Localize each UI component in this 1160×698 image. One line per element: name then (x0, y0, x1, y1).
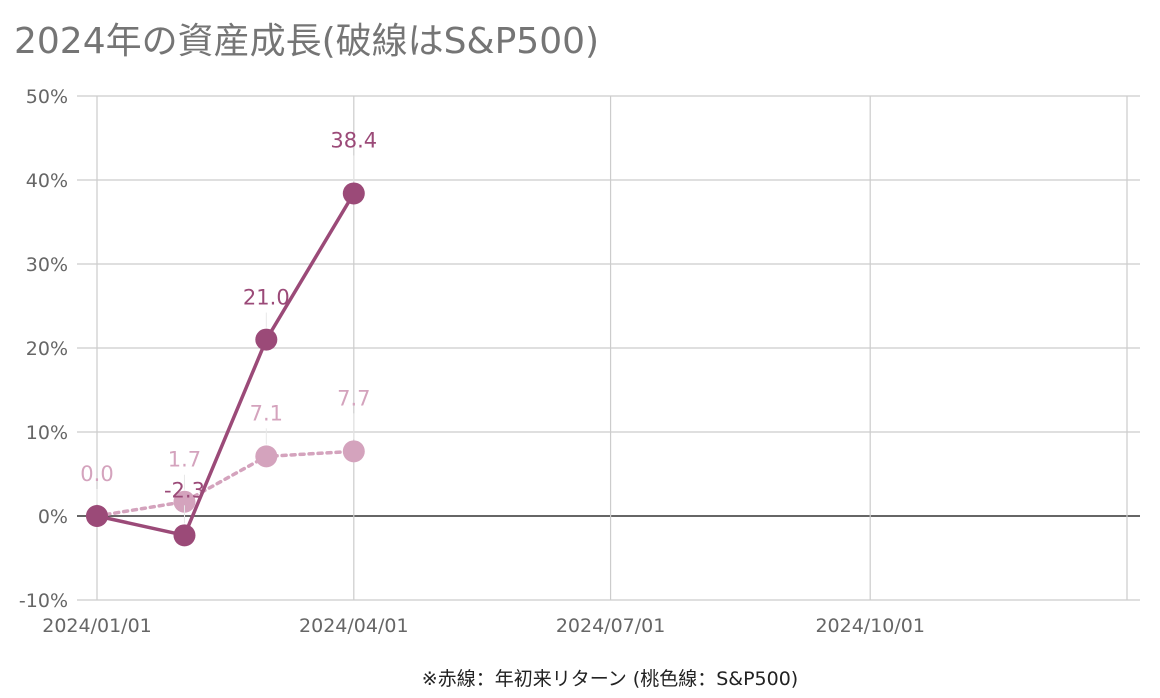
data-point (342, 182, 365, 205)
y-tick-label: 40% (26, 170, 68, 192)
data-label: 7.7 (337, 386, 370, 410)
data-point (255, 328, 278, 351)
series-line (95, 449, 356, 518)
data-point (173, 524, 196, 547)
data-label: 7.1 (250, 401, 283, 425)
data-point (173, 490, 196, 513)
chart-title: 2024年の資産成長(破線はS&P500) (14, 21, 600, 62)
line-chart: 50% 40% 30% 20% 10% 0% -10% 2024/01/01 2024/04/0… (19, 86, 1140, 637)
data-label: 0.0 (80, 462, 113, 486)
data-label: 1.7 (168, 448, 201, 472)
chart-footnote: ※赤線：年初来リターン (桃色線：S&P500) (421, 668, 799, 690)
data-point (86, 505, 108, 527)
x-tick-label: 2024/04/01 (299, 615, 409, 637)
y-tick-label: 30% (26, 254, 68, 276)
data-label: 38.4 (330, 128, 377, 152)
y-tick-label: 50% (26, 86, 68, 108)
x-tick-label: 2024/10/01 (815, 615, 925, 637)
y-tick-label: 0% (38, 506, 68, 528)
y-tick-label: 20% (26, 338, 68, 360)
y-tick-label: -10% (19, 590, 68, 612)
data-label: 21.0 (243, 286, 290, 310)
y-tick-label: 10% (26, 422, 68, 444)
data-point (255, 445, 278, 468)
x-tick-label: 2024/07/01 (556, 615, 666, 637)
data-point (342, 440, 365, 463)
x-tick-label: 2024/01/01 (42, 615, 152, 637)
series-line (96, 192, 356, 538)
